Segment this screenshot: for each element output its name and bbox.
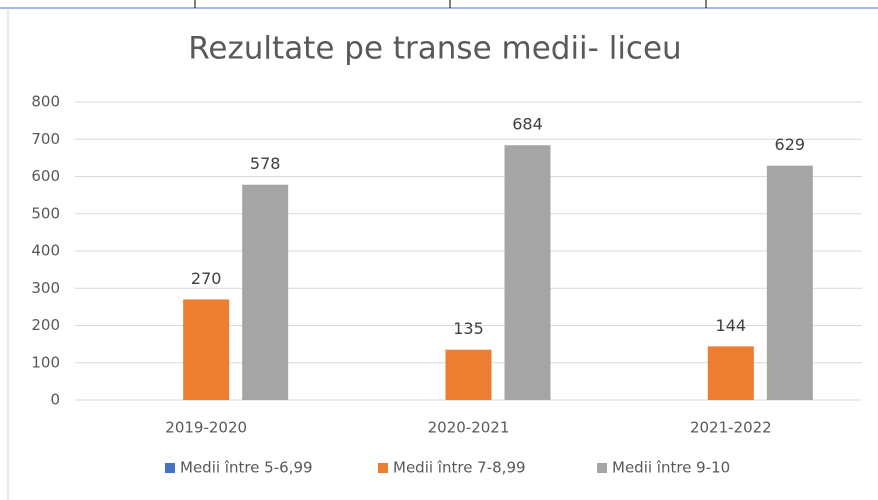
chart-title: Rezultate pe transe medii- liceu xyxy=(188,31,681,67)
legend-swatch xyxy=(165,463,175,473)
y-tick-label: 600 xyxy=(31,167,60,185)
y-tick-label: 800 xyxy=(31,93,60,111)
data-label: 684 xyxy=(512,115,543,134)
y-tick-label: 0 xyxy=(50,391,60,409)
bar xyxy=(183,299,230,400)
legend-label: Medii între 7-8,99 xyxy=(393,459,526,477)
y-tick-label: 500 xyxy=(31,204,60,222)
y-tick-label: 300 xyxy=(31,279,60,297)
legend-swatch xyxy=(597,463,607,473)
bar xyxy=(504,145,551,400)
bar xyxy=(766,165,813,400)
legend-label: Medii între 9-10 xyxy=(612,459,730,477)
x-tick-label: 2019-2020 xyxy=(165,419,247,437)
data-label: 144 xyxy=(716,316,747,335)
y-tick-label: 700 xyxy=(31,130,60,148)
x-tick-label: 2021-2022 xyxy=(690,419,772,437)
bar xyxy=(707,346,754,400)
data-label: 270 xyxy=(191,269,222,288)
x-tick-label: 2020-2021 xyxy=(428,419,510,437)
data-label: 578 xyxy=(250,154,281,173)
y-tick-label: 200 xyxy=(31,316,60,334)
data-label: 135 xyxy=(453,319,484,338)
legend-swatch xyxy=(378,463,388,473)
y-tick-label: 100 xyxy=(31,353,60,371)
legend-label: Medii între 5-6,99 xyxy=(180,459,313,477)
data-label: 629 xyxy=(775,135,806,154)
y-tick-label: 400 xyxy=(31,242,60,260)
bar xyxy=(242,184,289,400)
bar xyxy=(445,349,492,400)
